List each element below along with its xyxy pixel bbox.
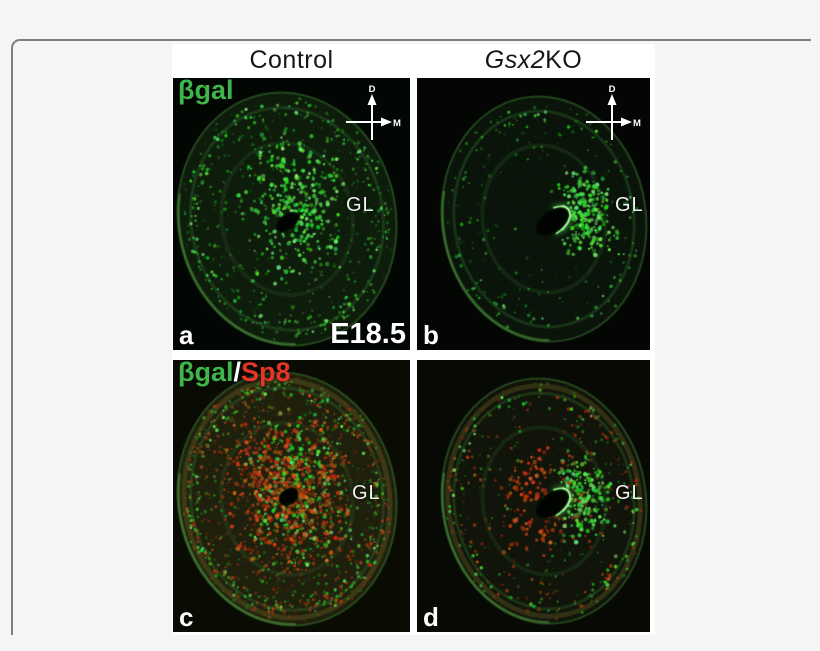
column-header-control: Control xyxy=(173,44,410,77)
micrograph-canvas-a xyxy=(173,78,410,350)
header-label-italic: Gsx2 xyxy=(484,46,546,74)
panel-letter: b xyxy=(423,320,439,350)
axis-line-horizontal xyxy=(346,121,382,123)
figure: Control Gsx2 KO βgal D M GL a E18.5 D xyxy=(172,44,655,635)
region-label-gl: GL xyxy=(615,482,644,504)
region-label-gl: GL xyxy=(346,194,375,216)
column-header-gsx2-ko: Gsx2 KO xyxy=(417,44,650,77)
micrograph-panel-b: D M GL b xyxy=(417,78,650,350)
arrow-up-icon xyxy=(607,94,617,105)
axis-label-d: D xyxy=(609,84,616,95)
panel-letter: a xyxy=(179,320,194,350)
arrow-right-icon xyxy=(621,117,632,127)
marker-label-bgal: βgal xyxy=(178,78,234,106)
header-label: Control xyxy=(249,46,334,74)
marker-separator: / xyxy=(233,360,242,387)
figure-frame xyxy=(11,39,811,635)
region-label-gl: GL xyxy=(352,482,381,504)
stage-label: E18.5 xyxy=(330,318,406,350)
micrograph-panel-c: βgal/Sp8 GL c xyxy=(173,360,410,632)
orientation-axes: D M xyxy=(586,84,641,140)
axis-line-horizontal xyxy=(586,121,622,123)
axis-label-m: M xyxy=(633,118,641,129)
arrow-up-icon xyxy=(367,94,377,105)
region-label-gl: GL xyxy=(615,194,644,216)
header-label-rest: KO xyxy=(545,46,583,74)
marker-red-label: Sp8 xyxy=(241,360,291,387)
marker-green-label: βgal xyxy=(178,360,234,387)
micrograph-panel-d: GL d xyxy=(417,360,650,632)
micrograph-panel-a: βgal D M GL a E18.5 xyxy=(173,78,410,350)
micrograph-canvas-c xyxy=(173,360,410,632)
axis-label-d: D xyxy=(369,84,376,95)
axis-label-m: M xyxy=(393,118,401,129)
micrograph-canvas-d xyxy=(417,360,650,632)
orientation-axes: D M xyxy=(346,84,401,140)
arrow-right-icon xyxy=(381,117,392,127)
panel-letter: d xyxy=(423,602,439,632)
panel-letter: c xyxy=(179,602,194,632)
marker-label-bgal-sp8: βgal/Sp8 xyxy=(178,360,291,388)
marker-green-label: βgal xyxy=(178,78,234,105)
